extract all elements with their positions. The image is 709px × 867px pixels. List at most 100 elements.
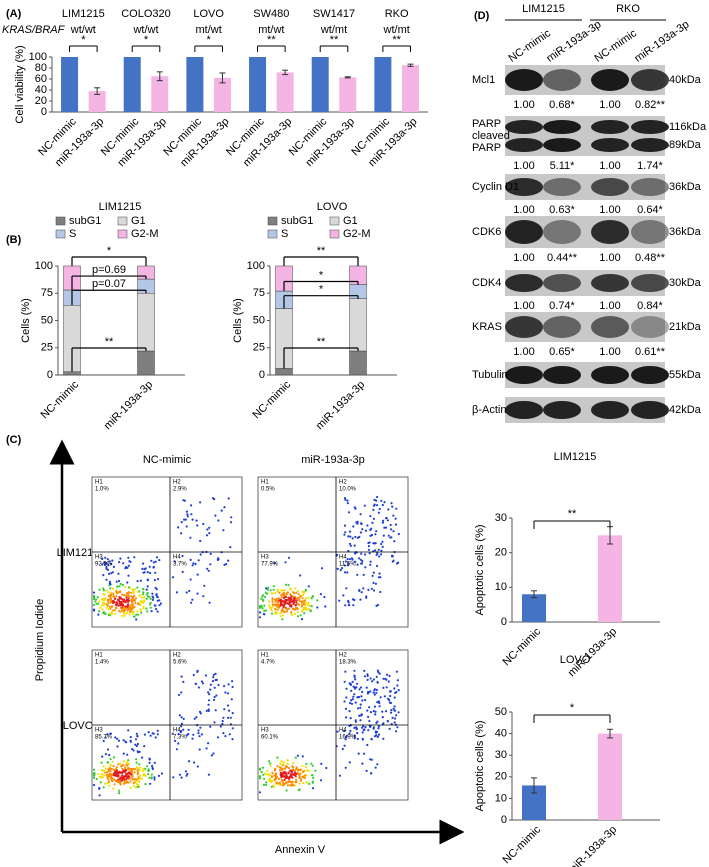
- event-dot: [347, 549, 350, 553]
- event-dot: [116, 779, 119, 783]
- event-dot: [310, 597, 313, 600]
- event-dot: [127, 768, 130, 771]
- blot-band: [591, 274, 629, 292]
- event-dot: [274, 612, 277, 615]
- event-dot: [349, 535, 352, 538]
- event-dot: [135, 744, 138, 748]
- event-dot: [376, 495, 379, 499]
- event-dot: [373, 705, 376, 708]
- quadrant-percent: 5.6%: [173, 660, 187, 666]
- event-dot: [111, 601, 115, 605]
- event-dot: [107, 594, 110, 598]
- event-dot: [274, 607, 277, 611]
- quadrant-name: H4: [173, 728, 181, 734]
- genotype: mt/wt: [196, 24, 222, 36]
- event-dot: [111, 760, 114, 763]
- event-dot: [201, 682, 205, 685]
- event-dot: [153, 776, 156, 779]
- event-dot: [155, 607, 158, 611]
- event-dot: [370, 772, 373, 775]
- event-dot: [113, 778, 116, 781]
- significance: *: [107, 245, 112, 257]
- event-dot: [124, 779, 127, 782]
- event-dot: [99, 781, 102, 784]
- event-dot: [135, 780, 138, 783]
- significance: p=0.07: [92, 278, 126, 290]
- event-dot: [139, 608, 142, 611]
- event-dot: [110, 562, 113, 566]
- event-dot: [369, 515, 372, 518]
- event-dot: [196, 765, 199, 768]
- event-dot: [213, 686, 216, 689]
- event-dot: [127, 556, 130, 559]
- significance: p=0.69: [92, 264, 126, 276]
- y-tick-label: 40: [35, 84, 47, 96]
- event-dot: [314, 769, 317, 772]
- y-tick-label: 30: [495, 749, 507, 761]
- event-dot: [133, 606, 136, 609]
- error-bar: [531, 777, 537, 794]
- event-dot: [258, 605, 262, 608]
- event-dot: [348, 710, 351, 713]
- event-dot: [119, 582, 122, 586]
- event-dot: [375, 499, 378, 502]
- event-dot: [361, 690, 364, 694]
- event-dot: [95, 598, 98, 601]
- event-dot: [284, 583, 288, 586]
- protein-label: cleaved: [472, 130, 510, 142]
- y-tick-label: 0: [501, 616, 507, 628]
- event-dot: [138, 774, 141, 777]
- event-dot: [360, 562, 363, 565]
- event-dot: [348, 558, 351, 561]
- event-dot: [125, 781, 128, 785]
- event-dot: [279, 612, 282, 615]
- quantification: 1.00: [599, 204, 620, 216]
- event-dot: [129, 786, 132, 790]
- event-dot: [207, 691, 210, 694]
- event-dot: [281, 608, 284, 611]
- event-dot: [145, 588, 148, 591]
- event-dot: [307, 601, 310, 605]
- kda-label: 89kDa: [669, 139, 702, 151]
- event-dot: [287, 772, 290, 775]
- y-tick-label: 25: [253, 342, 265, 354]
- event-dot: [106, 598, 110, 601]
- event-dot: [356, 563, 359, 566]
- event-dot: [101, 769, 105, 772]
- blot-band: [543, 401, 581, 419]
- event-dot: [350, 702, 354, 705]
- event-dot: [391, 555, 394, 558]
- event-dot: [367, 588, 370, 592]
- event-dot: [390, 502, 393, 505]
- event-dot: [105, 562, 108, 565]
- event-dot: [263, 609, 266, 613]
- event-dot: [389, 701, 392, 705]
- event-dot: [108, 774, 111, 777]
- event-dot: [302, 781, 305, 785]
- event-dot: [357, 695, 361, 699]
- event-dot: [348, 761, 351, 764]
- event-dot: [352, 604, 355, 607]
- event-dot: [227, 559, 230, 562]
- event-dot: [118, 777, 122, 781]
- blot-band: [591, 138, 629, 152]
- event-dot: [258, 791, 262, 794]
- event-dot: [110, 591, 113, 594]
- quadrant-name: H1: [261, 653, 269, 659]
- event-dot: [132, 781, 135, 785]
- event-dot: [129, 560, 132, 563]
- event-dot: [118, 591, 122, 594]
- event-dot: [371, 521, 374, 525]
- quantification: 1.00: [513, 346, 534, 358]
- event-dot: [124, 567, 127, 570]
- event-dot: [287, 596, 290, 599]
- event-dot: [382, 677, 385, 680]
- event-dot: [359, 598, 362, 601]
- event-dot: [98, 794, 101, 797]
- event-dot: [142, 562, 145, 565]
- event-dot: [379, 590, 382, 594]
- event-dot: [358, 535, 361, 539]
- event-dot: [214, 709, 217, 712]
- quadrant-name: H4: [173, 555, 181, 561]
- event-dot: [134, 743, 137, 746]
